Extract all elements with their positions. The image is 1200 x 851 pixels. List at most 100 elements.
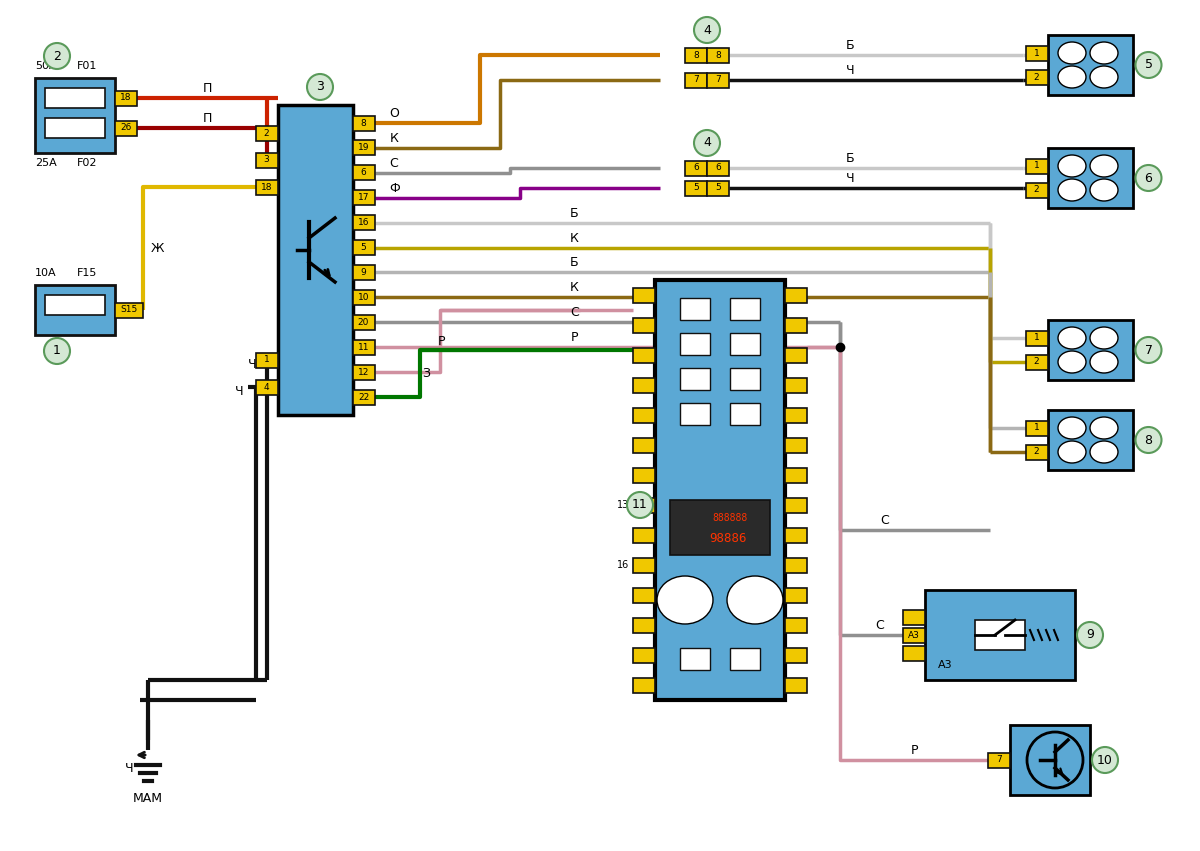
FancyBboxPatch shape bbox=[1048, 410, 1133, 470]
Text: 4: 4 bbox=[264, 382, 269, 391]
Text: 4: 4 bbox=[703, 24, 710, 37]
Text: Б: Б bbox=[846, 152, 854, 165]
Circle shape bbox=[1078, 622, 1103, 648]
Text: П: П bbox=[203, 112, 211, 125]
FancyBboxPatch shape bbox=[785, 557, 808, 573]
Text: С: С bbox=[390, 157, 398, 170]
Text: 8: 8 bbox=[361, 118, 366, 128]
FancyBboxPatch shape bbox=[353, 390, 374, 404]
Ellipse shape bbox=[1090, 351, 1118, 373]
Text: С: С bbox=[876, 619, 884, 632]
FancyBboxPatch shape bbox=[1010, 725, 1090, 795]
Circle shape bbox=[1135, 427, 1162, 453]
Ellipse shape bbox=[1058, 441, 1086, 463]
FancyBboxPatch shape bbox=[46, 88, 106, 108]
Ellipse shape bbox=[1090, 417, 1118, 439]
FancyBboxPatch shape bbox=[680, 403, 710, 425]
FancyBboxPatch shape bbox=[904, 627, 925, 643]
Text: 6: 6 bbox=[1145, 172, 1152, 185]
Text: 888888: 888888 bbox=[713, 513, 748, 523]
FancyBboxPatch shape bbox=[670, 500, 770, 555]
FancyBboxPatch shape bbox=[634, 648, 655, 662]
FancyBboxPatch shape bbox=[680, 368, 710, 390]
Ellipse shape bbox=[1058, 417, 1086, 439]
Text: 9: 9 bbox=[361, 268, 366, 277]
FancyBboxPatch shape bbox=[46, 118, 106, 138]
Text: 13: 13 bbox=[617, 500, 629, 510]
FancyBboxPatch shape bbox=[353, 215, 374, 230]
Ellipse shape bbox=[1058, 42, 1086, 64]
FancyBboxPatch shape bbox=[256, 125, 277, 140]
FancyBboxPatch shape bbox=[35, 285, 115, 335]
FancyBboxPatch shape bbox=[988, 752, 1010, 768]
Text: Р: Р bbox=[571, 331, 578, 344]
FancyBboxPatch shape bbox=[904, 609, 925, 625]
Ellipse shape bbox=[1090, 66, 1118, 88]
Circle shape bbox=[1135, 165, 1162, 191]
Text: 1: 1 bbox=[264, 356, 269, 364]
Text: Ч: Ч bbox=[846, 64, 854, 77]
FancyBboxPatch shape bbox=[115, 302, 143, 317]
Text: 1: 1 bbox=[53, 345, 61, 357]
FancyBboxPatch shape bbox=[634, 378, 655, 392]
Text: 2: 2 bbox=[1033, 186, 1039, 195]
Text: 17: 17 bbox=[358, 193, 370, 203]
FancyBboxPatch shape bbox=[353, 240, 374, 255]
Text: С: С bbox=[880, 514, 889, 527]
FancyBboxPatch shape bbox=[115, 90, 137, 106]
Text: 2: 2 bbox=[1033, 357, 1039, 367]
Ellipse shape bbox=[727, 576, 784, 624]
FancyBboxPatch shape bbox=[634, 288, 655, 302]
Text: З: З bbox=[422, 367, 430, 380]
Text: 11: 11 bbox=[358, 343, 370, 351]
FancyBboxPatch shape bbox=[707, 48, 730, 62]
Circle shape bbox=[307, 74, 334, 100]
Text: 20: 20 bbox=[358, 317, 370, 327]
Text: Р: Р bbox=[911, 744, 918, 757]
Ellipse shape bbox=[1058, 155, 1086, 177]
Text: 7: 7 bbox=[1145, 344, 1152, 357]
Circle shape bbox=[694, 130, 720, 156]
Text: 10: 10 bbox=[1097, 753, 1112, 767]
Text: 1: 1 bbox=[1033, 334, 1039, 342]
FancyBboxPatch shape bbox=[730, 333, 760, 355]
Ellipse shape bbox=[1090, 179, 1118, 201]
FancyBboxPatch shape bbox=[685, 72, 707, 88]
FancyBboxPatch shape bbox=[1026, 444, 1048, 460]
Text: П: П bbox=[203, 82, 211, 95]
FancyBboxPatch shape bbox=[634, 618, 655, 632]
Circle shape bbox=[694, 17, 720, 43]
FancyBboxPatch shape bbox=[353, 191, 374, 205]
Text: 3: 3 bbox=[316, 81, 324, 94]
Text: 11: 11 bbox=[632, 499, 648, 511]
FancyBboxPatch shape bbox=[256, 152, 277, 168]
Text: F01: F01 bbox=[77, 61, 97, 71]
FancyBboxPatch shape bbox=[1026, 355, 1048, 369]
Ellipse shape bbox=[1058, 351, 1086, 373]
Text: С: С bbox=[570, 306, 578, 319]
Ellipse shape bbox=[1058, 66, 1086, 88]
Text: 1: 1 bbox=[1033, 162, 1039, 170]
FancyBboxPatch shape bbox=[256, 180, 277, 195]
FancyBboxPatch shape bbox=[730, 403, 760, 425]
Circle shape bbox=[44, 43, 70, 69]
FancyBboxPatch shape bbox=[925, 590, 1075, 680]
Text: 2: 2 bbox=[53, 49, 61, 62]
FancyBboxPatch shape bbox=[904, 646, 925, 660]
Text: 18: 18 bbox=[120, 94, 132, 102]
FancyBboxPatch shape bbox=[46, 295, 106, 315]
Text: 16: 16 bbox=[358, 218, 370, 227]
Text: 6: 6 bbox=[361, 168, 366, 177]
Text: S15: S15 bbox=[120, 306, 138, 315]
Text: МАМ: МАМ bbox=[133, 792, 163, 805]
FancyBboxPatch shape bbox=[256, 380, 277, 395]
Text: А3: А3 bbox=[908, 631, 920, 639]
FancyBboxPatch shape bbox=[785, 437, 808, 453]
FancyBboxPatch shape bbox=[634, 557, 655, 573]
FancyBboxPatch shape bbox=[685, 180, 707, 196]
FancyBboxPatch shape bbox=[1026, 182, 1048, 197]
Text: 6: 6 bbox=[694, 163, 698, 173]
FancyBboxPatch shape bbox=[634, 467, 655, 483]
Circle shape bbox=[1135, 337, 1162, 363]
FancyBboxPatch shape bbox=[680, 298, 710, 320]
